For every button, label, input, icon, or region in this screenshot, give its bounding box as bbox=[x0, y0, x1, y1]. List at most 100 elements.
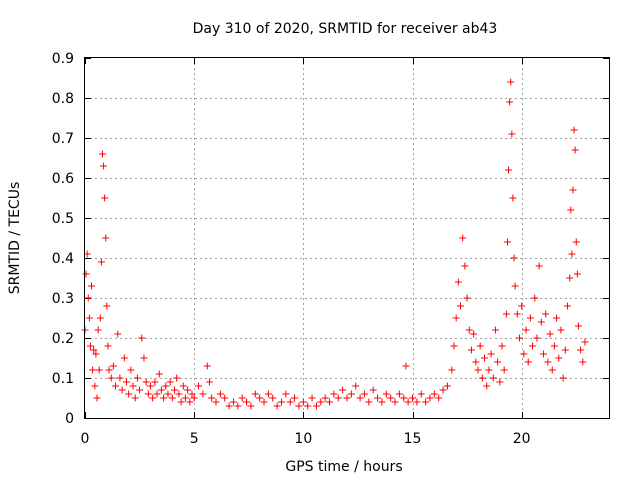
data-point bbox=[417, 390, 425, 398]
data-point bbox=[561, 346, 569, 354]
data-point bbox=[88, 282, 96, 290]
data-point bbox=[216, 390, 224, 398]
data-point bbox=[387, 394, 395, 402]
data-point bbox=[529, 342, 537, 350]
data-point bbox=[107, 374, 115, 382]
data-point bbox=[186, 398, 194, 406]
data-point bbox=[409, 394, 416, 402]
data-point bbox=[317, 398, 325, 406]
data-point bbox=[101, 194, 109, 202]
data-point bbox=[452, 314, 460, 322]
data-point bbox=[91, 382, 99, 390]
data-point bbox=[97, 258, 105, 266]
data-point bbox=[122, 378, 130, 386]
data-point bbox=[175, 390, 183, 398]
data-point bbox=[264, 390, 272, 398]
data-point bbox=[568, 250, 576, 258]
data-point bbox=[104, 342, 112, 350]
data-point bbox=[465, 326, 473, 334]
data-point bbox=[229, 398, 237, 406]
data-point bbox=[334, 394, 342, 402]
data-point bbox=[402, 362, 410, 370]
data-point bbox=[129, 382, 137, 390]
data-point bbox=[526, 314, 534, 322]
data-point bbox=[557, 326, 565, 334]
data-point bbox=[566, 274, 574, 282]
data-point bbox=[157, 386, 165, 394]
y-tick-label: 0.8 bbox=[52, 91, 74, 107]
x-tick-label: 15 bbox=[404, 431, 422, 447]
data-point bbox=[535, 262, 543, 270]
data-point bbox=[177, 398, 185, 406]
x-tick-label: 0 bbox=[81, 431, 90, 447]
data-point bbox=[127, 366, 135, 374]
data-point bbox=[278, 398, 285, 406]
data-point bbox=[171, 386, 179, 394]
data-point bbox=[330, 390, 338, 398]
data-point bbox=[522, 326, 530, 334]
data-point bbox=[221, 394, 229, 402]
data-point bbox=[404, 398, 412, 406]
plot-frame bbox=[84, 57, 610, 419]
data-point bbox=[84, 294, 92, 302]
data-point bbox=[321, 394, 329, 402]
data-point bbox=[508, 130, 516, 138]
data-point bbox=[472, 358, 480, 366]
data-point bbox=[168, 394, 176, 402]
data-point bbox=[188, 390, 196, 398]
data-point bbox=[131, 394, 139, 402]
data-point bbox=[395, 390, 403, 398]
data-point bbox=[162, 382, 170, 390]
data-point bbox=[374, 394, 382, 402]
data-point bbox=[105, 366, 113, 374]
y-tick-label: 0.2 bbox=[52, 331, 74, 347]
data-point bbox=[426, 394, 434, 402]
data-point bbox=[550, 342, 558, 350]
data-point bbox=[112, 382, 120, 390]
data-point bbox=[179, 382, 187, 390]
data-point bbox=[413, 398, 421, 406]
data-point bbox=[435, 394, 443, 402]
data-point bbox=[339, 386, 347, 394]
data-point bbox=[567, 206, 575, 214]
data-point bbox=[96, 314, 104, 322]
data-point bbox=[160, 394, 168, 402]
data-point bbox=[510, 254, 518, 262]
data-point bbox=[144, 390, 152, 398]
data-point bbox=[147, 382, 154, 390]
data-point bbox=[463, 294, 471, 302]
data-point bbox=[515, 334, 523, 342]
data-point bbox=[212, 398, 220, 406]
data-point bbox=[89, 366, 97, 374]
data-point bbox=[579, 358, 587, 366]
data-point bbox=[247, 402, 255, 410]
data-point bbox=[190, 394, 198, 402]
data-point bbox=[513, 310, 521, 318]
data-point bbox=[450, 342, 458, 350]
x-tick-label: 5 bbox=[190, 431, 199, 447]
data-point bbox=[524, 358, 532, 366]
data-point bbox=[564, 302, 572, 310]
data-point bbox=[273, 402, 281, 410]
data-point bbox=[520, 350, 528, 358]
y-tick-label: 0.4 bbox=[52, 251, 74, 267]
grid bbox=[85, 58, 609, 418]
y-tick-label: 0 bbox=[65, 411, 74, 427]
data-point bbox=[95, 366, 103, 374]
data-point bbox=[430, 390, 438, 398]
data-point bbox=[118, 386, 126, 394]
data-point bbox=[540, 350, 547, 358]
data-point bbox=[494, 358, 502, 366]
data-point bbox=[286, 398, 294, 406]
x-tick-label: 10 bbox=[294, 431, 312, 447]
data-point bbox=[100, 162, 108, 170]
data-point bbox=[506, 98, 514, 106]
data-point bbox=[282, 390, 290, 398]
data-point bbox=[153, 390, 161, 398]
data-point bbox=[102, 234, 110, 242]
data-point bbox=[448, 366, 456, 374]
data-point bbox=[505, 166, 513, 174]
x-axis-label: GPS time / hours bbox=[285, 459, 402, 475]
data-point bbox=[203, 362, 211, 370]
data-point bbox=[234, 402, 242, 410]
